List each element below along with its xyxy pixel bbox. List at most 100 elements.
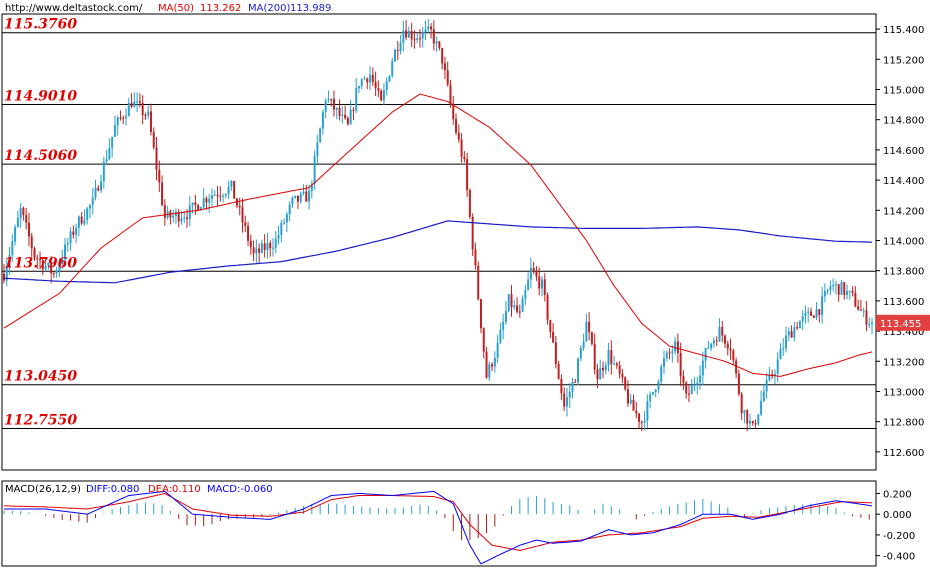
candle-body [210, 195, 213, 199]
candle-body [255, 248, 258, 254]
candle-body [316, 142, 319, 157]
candle-body [355, 88, 358, 111]
candle-body [391, 61, 394, 76]
candle-body [871, 322, 873, 324]
price-tick-label: 115.000 [883, 85, 924, 96]
price-tick-label: 115.400 [883, 25, 924, 36]
candle-body [241, 207, 244, 223]
candle-body [424, 29, 427, 32]
candle-body [832, 285, 835, 287]
candle-body [696, 382, 699, 385]
candle-body [285, 214, 288, 223]
candle-body [327, 99, 330, 101]
candle-body [136, 101, 139, 103]
candle-body [701, 360, 704, 376]
candle-body [122, 117, 125, 119]
price-tick-label: 112.800 [883, 418, 924, 429]
candle-body [363, 78, 366, 80]
candle-body [399, 42, 402, 51]
price-tick-label: 114.200 [883, 206, 924, 217]
candle-body [177, 212, 180, 222]
candle-body [596, 369, 599, 380]
candle-body [427, 26, 430, 30]
macd-tick-label: 0.000 [883, 510, 912, 521]
candle-body [52, 273, 55, 275]
candle-body [319, 128, 322, 143]
candle-body [14, 227, 17, 242]
candle-body [732, 350, 735, 361]
candle-body [538, 276, 541, 289]
candle-body [16, 218, 19, 228]
candle-body [100, 181, 103, 191]
candle-body [599, 367, 602, 380]
candle-body [119, 117, 122, 119]
candle-body [75, 227, 78, 235]
candle-body [3, 273, 5, 281]
candle-body [141, 102, 144, 116]
candle-body [707, 348, 710, 350]
candle-body [441, 48, 444, 64]
candle-body [396, 49, 399, 51]
candle-body [474, 249, 477, 266]
candle-body [518, 311, 521, 313]
candle-body [430, 26, 433, 30]
candle-body [438, 41, 441, 49]
macd-histogram [3, 495, 870, 541]
candle-body [349, 109, 352, 125]
candle-body [252, 247, 255, 254]
candle-body [385, 81, 388, 91]
candle-body [91, 197, 94, 206]
candle-body [577, 358, 580, 383]
candle-body [729, 348, 732, 351]
candle-body [416, 38, 419, 41]
candle-body [269, 242, 272, 249]
candle-body [840, 282, 843, 295]
level-label: 115.3760 [4, 17, 77, 33]
candle-body [360, 79, 363, 87]
candle-body [455, 119, 458, 133]
candle-body [105, 159, 108, 162]
macd-tick-label: -0.200 [883, 531, 915, 542]
candle-body [127, 102, 130, 117]
candle-body [133, 101, 136, 107]
candle-body [615, 363, 618, 366]
candle-body [646, 401, 649, 421]
candle-body [560, 378, 563, 394]
candle-body [593, 343, 596, 370]
candle-body [663, 358, 666, 367]
price-tick-label: 113.200 [883, 357, 924, 368]
candle-body [807, 311, 810, 314]
price-tick-label: 114.000 [883, 236, 924, 247]
candle-body [230, 180, 233, 187]
candle-body [249, 240, 252, 248]
dea-line [4, 492, 873, 552]
candle-body [643, 420, 646, 423]
candle-body [194, 202, 197, 206]
candle-body [554, 342, 557, 364]
ma200-header-value: 113.989 [290, 3, 331, 14]
candle-body [574, 381, 577, 383]
support-resistance-levels [2, 32, 876, 429]
candle-body [394, 49, 397, 62]
candle-body [61, 259, 64, 264]
candle-body [699, 375, 702, 383]
macd-axis: 0.200 0.000 -0.200 -0.400 [876, 489, 915, 563]
candle-body [854, 292, 857, 307]
candle-body [64, 244, 67, 260]
candle-body [649, 394, 652, 402]
candle-body [588, 321, 591, 333]
candle-body [457, 132, 460, 140]
candle-body [155, 147, 158, 170]
candle-body [94, 187, 97, 198]
candle-body [787, 331, 790, 336]
candle-body [801, 316, 804, 322]
candle-body [446, 70, 449, 85]
candle-body [618, 365, 621, 374]
candle-body [413, 39, 416, 41]
candle-body [30, 236, 33, 249]
candle-body [19, 207, 22, 219]
price-axis: 115.400 115.200 115.000 114.800 114.600 114.4… [876, 25, 924, 459]
candle-body [421, 31, 424, 39]
candle-body [826, 289, 829, 292]
candle-body [27, 222, 30, 237]
